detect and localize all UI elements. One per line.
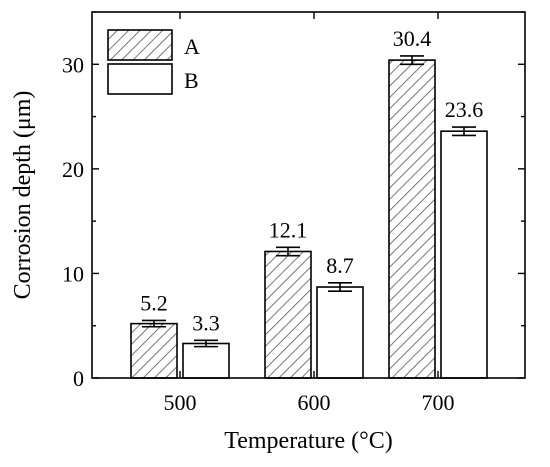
x-axis-title: Temperature (°C) bbox=[224, 428, 393, 454]
bars-layer: 5.2 12.1 30.4 3.3 8.7 23.6 bbox=[130, 26, 488, 379]
y-tick-label: 20 bbox=[62, 157, 84, 182]
y-axis-title: Corrosion depth (μm) bbox=[10, 91, 36, 300]
data-label: 3.3 bbox=[192, 310, 220, 335]
data-label: 12.1 bbox=[269, 217, 308, 242]
x-tick-label: 500 bbox=[164, 390, 197, 415]
x-tick-label: 700 bbox=[422, 390, 455, 415]
bar-b-600 bbox=[316, 286, 364, 379]
legend-label-a: A bbox=[184, 34, 200, 59]
data-label: 8.7 bbox=[326, 253, 354, 278]
bar-a-600 bbox=[264, 250, 312, 379]
bar-a-700 bbox=[388, 59, 436, 379]
legend-swatch-a bbox=[107, 29, 173, 61]
plot-frame bbox=[91, 11, 526, 379]
y-tick-label: 0 bbox=[73, 366, 84, 391]
bar-b-700 bbox=[440, 130, 488, 379]
legend-swatch-b bbox=[107, 63, 173, 95]
y-tick-label: 10 bbox=[62, 261, 84, 286]
legend-label-b: B bbox=[184, 68, 199, 93]
bar-a-500 bbox=[130, 322, 178, 379]
ticks-layer: 0 10 20 30 500 600 700 bbox=[62, 11, 525, 415]
data-label: 5.2 bbox=[140, 290, 168, 315]
x-tick-label: 600 bbox=[298, 390, 331, 415]
bar-b-500 bbox=[182, 342, 230, 379]
y-tick-label: 30 bbox=[62, 52, 84, 77]
data-label: 30.4 bbox=[393, 26, 432, 51]
legend: AB bbox=[107, 29, 200, 95]
data-label: 23.6 bbox=[445, 97, 484, 122]
